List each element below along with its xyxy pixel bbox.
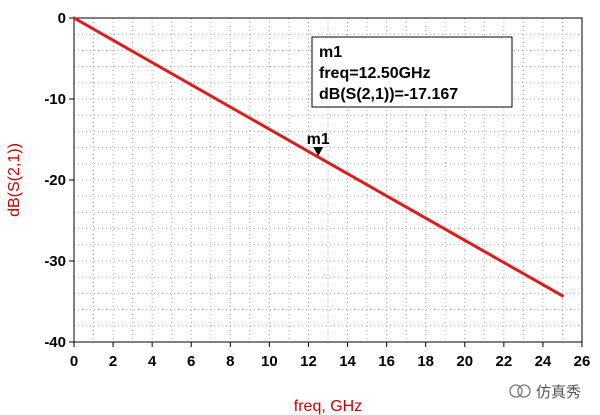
x-tick-label: 0 [70,353,78,370]
marker-triangle-icon [313,147,324,157]
y-tick-label: 0 [58,10,66,27]
x-tick-label: 6 [187,353,195,370]
marker-readout-box [311,36,513,108]
x-tick-label: 14 [339,353,356,370]
x-tick-label: 8 [226,353,234,370]
y-tick-labels: 0 -10 -20 -30 -40 [44,10,74,351]
x-tick-label: 24 [535,353,552,370]
x-tick-label: 22 [496,353,513,370]
series-line [72,16,564,298]
x-tick-labels: 0 2 4 6 8 10 12 14 16 18 20 22 24 26 [70,342,591,370]
y-axis-label: dB(S(2,1)) [6,143,23,217]
x-axis-label: freq, GHz [294,398,362,415]
x-tick-label: 2 [109,353,117,370]
readout-line-3: dB(S(2,1))=-17.167 [319,86,458,103]
x-tick-label: 20 [456,353,473,370]
watermark-text: 仿真秀 [536,383,581,401]
x-tick-label: 26 [574,353,591,370]
x-tick-label: 16 [378,353,395,370]
readout-line-1: m1 [319,44,342,61]
y-tick-label: -10 [44,91,66,108]
y-tick-label: -30 [44,253,66,270]
x-tick-label: 4 [148,353,157,370]
marker-label: m1 [307,131,330,148]
series [72,16,564,298]
y-tick-label: -40 [44,334,66,351]
y-tick-label: -20 [44,172,66,189]
x-tick-label: 12 [300,353,317,370]
x-tick-label: 10 [261,353,278,370]
readout-line-2: freq=12.50GHz [319,65,431,82]
x-tick-label: 18 [417,353,434,370]
watermark-logo-icon-2 [517,384,531,398]
marker-m1: m1 [307,131,330,157]
watermark-logo-icon [509,384,523,398]
watermark: 仿真秀 [509,383,581,401]
